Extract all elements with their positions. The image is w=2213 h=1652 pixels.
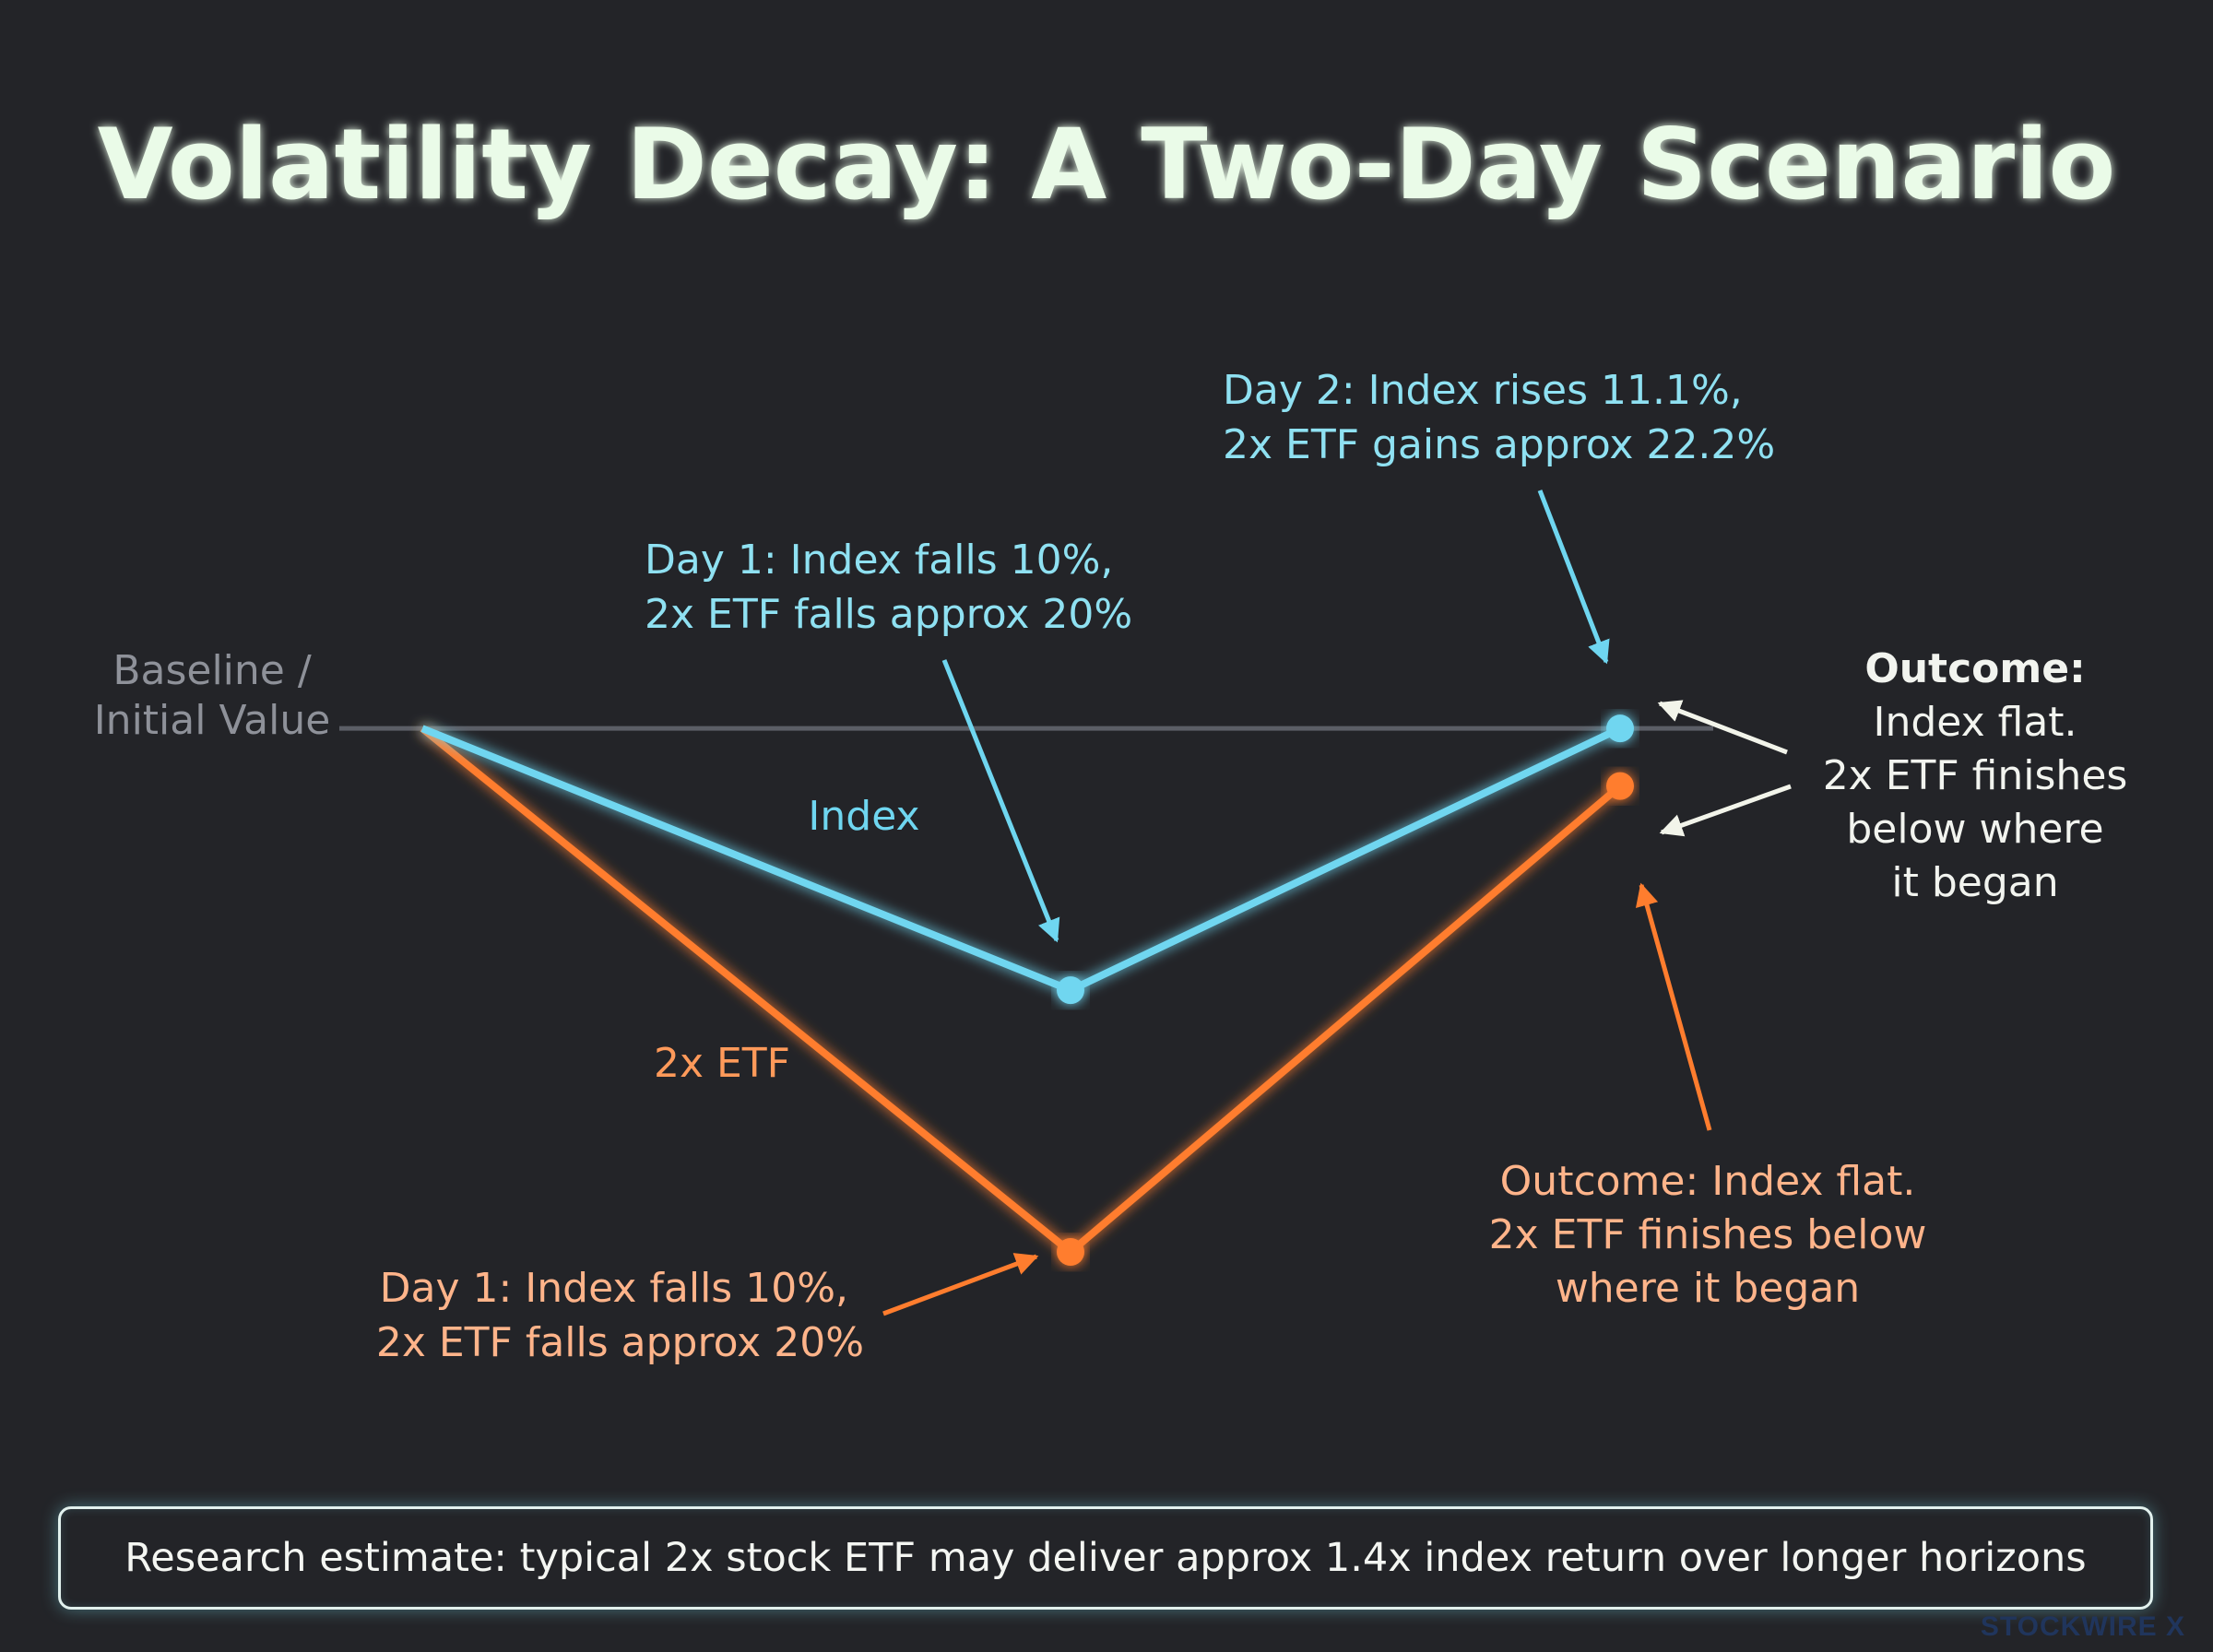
series-label-2x-etf: 2x ETF [654,1040,790,1087]
data-point-2x-etf-day-1 [1057,1238,1084,1267]
footer-text: Research estimate: typical 2x stock ETF … [124,1535,2087,1581]
annotation-arrow-index-day1 [941,659,1060,943]
data-point-index-day-1 [1057,976,1084,1005]
outcome-arrow-index [1657,700,1788,755]
outcome-heading: Outcome: [1864,645,2085,692]
annotation-index-day1-line2: 2x ETF falls approx 20% [645,591,1132,638]
baseline-label-line2: Initial Value [94,697,331,744]
annotation-etf-day1-line1: Day 1: Index falls 10%, [380,1265,848,1312]
baseline-label-line1: Baseline / [112,647,312,694]
annotation-etf-outcome-line1: Outcome: Index flat. [1500,1158,1916,1205]
annotation-index-day2-line2: 2x ETF gains approx 22.2% [1223,421,1775,468]
outcome-line3: below where [1846,806,2103,853]
data-points [1057,714,1634,1267]
annotation-etf-outcome-line3: where it began [1556,1265,1860,1312]
chart-title: Volatility Decay: A Two-Day Scenario [98,108,2116,221]
outcome-line1: Index flat. [1873,699,2077,746]
annotation-arrow-index-day2 [1537,490,1610,665]
data-point-index-day-2 [1606,714,1634,743]
annotation-index-day2-line1: Day 2: Index rises 11.1%, [1223,367,1743,414]
data-point-2x-etf-day-2 [1606,772,1634,800]
annotation-index-day1-line1: Day 1: Index falls 10%, [645,537,1113,584]
series-label-index: Index [808,793,919,840]
annotation-arrow-etf-day1 [882,1253,1039,1316]
annotation-etf-outcome-line2: 2x ETF finishes below [1489,1211,1927,1258]
series-line-index [420,725,1622,995]
footer-note: Research estimate: typical 2x stock ETF … [58,1506,2153,1610]
brand-logo: STOCKWIRE X [1980,1611,2185,1642]
outcome-arrow-etf [1659,784,1792,837]
outcome-line4: it began [1891,859,2058,906]
annotation-arrow-etf-outcome [1635,882,1712,1131]
outcome-line2: 2x ETF finishes [1823,752,2128,799]
series-line-2x-etf [420,726,1623,1257]
annotation-etf-day1-line2: 2x ETF falls approx 20% [376,1319,864,1366]
